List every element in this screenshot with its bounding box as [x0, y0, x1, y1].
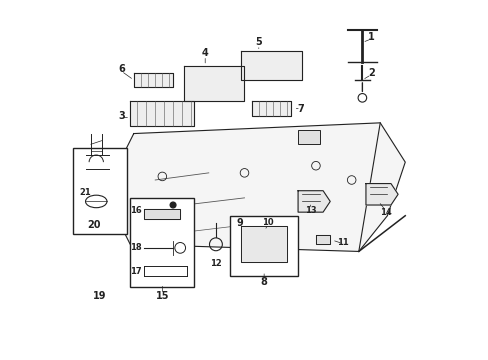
Polygon shape	[112, 123, 405, 251]
Polygon shape	[144, 208, 180, 219]
Text: 7: 7	[297, 104, 304, 113]
Polygon shape	[365, 184, 397, 205]
Polygon shape	[183, 66, 244, 102]
Text: 6: 6	[118, 64, 124, 74]
Text: 2: 2	[367, 68, 374, 78]
Text: 5: 5	[255, 37, 262, 48]
Polygon shape	[298, 191, 329, 212]
Text: 15: 15	[155, 291, 169, 301]
Text: 12: 12	[210, 260, 222, 269]
Text: 8: 8	[260, 277, 267, 287]
Text: 16: 16	[129, 206, 141, 215]
Text: 10: 10	[262, 219, 273, 228]
Polygon shape	[241, 226, 287, 262]
Bar	[298, 130, 319, 144]
Polygon shape	[134, 73, 173, 87]
FancyBboxPatch shape	[130, 198, 194, 287]
Text: 14: 14	[379, 208, 391, 217]
Text: 9: 9	[236, 218, 243, 228]
Text: 13: 13	[304, 206, 316, 215]
Text: 3: 3	[118, 111, 124, 121]
Text: 18: 18	[129, 243, 141, 252]
Polygon shape	[251, 102, 290, 116]
Polygon shape	[241, 51, 301, 80]
Text: 19: 19	[93, 291, 106, 301]
FancyBboxPatch shape	[230, 216, 298, 276]
FancyBboxPatch shape	[73, 148, 126, 234]
Text: 11: 11	[336, 238, 348, 247]
Text: 4: 4	[202, 48, 208, 58]
Circle shape	[170, 202, 176, 208]
Text: 21: 21	[80, 188, 91, 197]
Text: 20: 20	[87, 220, 101, 230]
Text: 17: 17	[129, 267, 141, 276]
Polygon shape	[315, 235, 329, 244]
Text: 1: 1	[367, 32, 374, 42]
Polygon shape	[130, 102, 194, 126]
